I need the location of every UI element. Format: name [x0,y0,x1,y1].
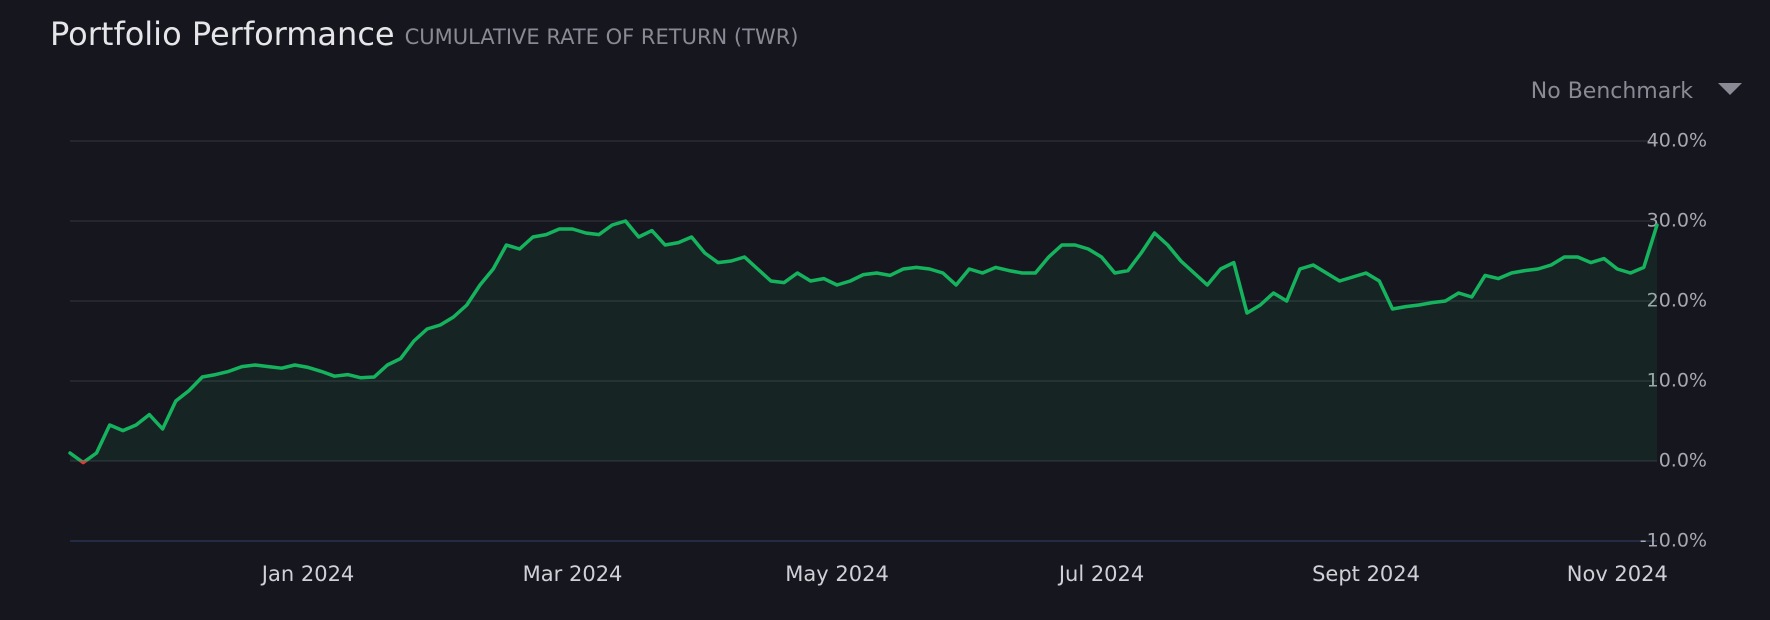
x-tick-label: Sept 2024 [1312,562,1420,586]
x-tick-label: Mar 2024 [523,562,623,586]
x-tick-label: Jul 2024 [1057,562,1144,586]
y-tick-label: 20.0% [1647,290,1707,312]
y-tick-label: 10.0% [1647,370,1707,392]
y-tick-label: 0.0% [1659,450,1707,472]
chart-subtitle: CUMULATIVE RATE OF RETURN (TWR) [405,25,799,49]
y-tick-label: -10.0% [1640,530,1707,552]
chart-title: Portfolio Performance [50,15,395,53]
line [68,219,1659,465]
benchmark-dropdown[interactable]: No Benchmark [1531,79,1742,104]
dropdown-arrow[interactable] [1718,83,1742,95]
x-tick-label: May 2024 [785,562,889,586]
area [70,221,1657,463]
x-tick-label: Nov 2024 [1567,562,1668,586]
x-tick-label: Jan 2024 [260,562,355,586]
y-tick-label: 40.0% [1647,130,1707,152]
benchmark-label[interactable]: No Benchmark [1531,79,1693,104]
y-tick-label: 30.0% [1647,210,1707,232]
